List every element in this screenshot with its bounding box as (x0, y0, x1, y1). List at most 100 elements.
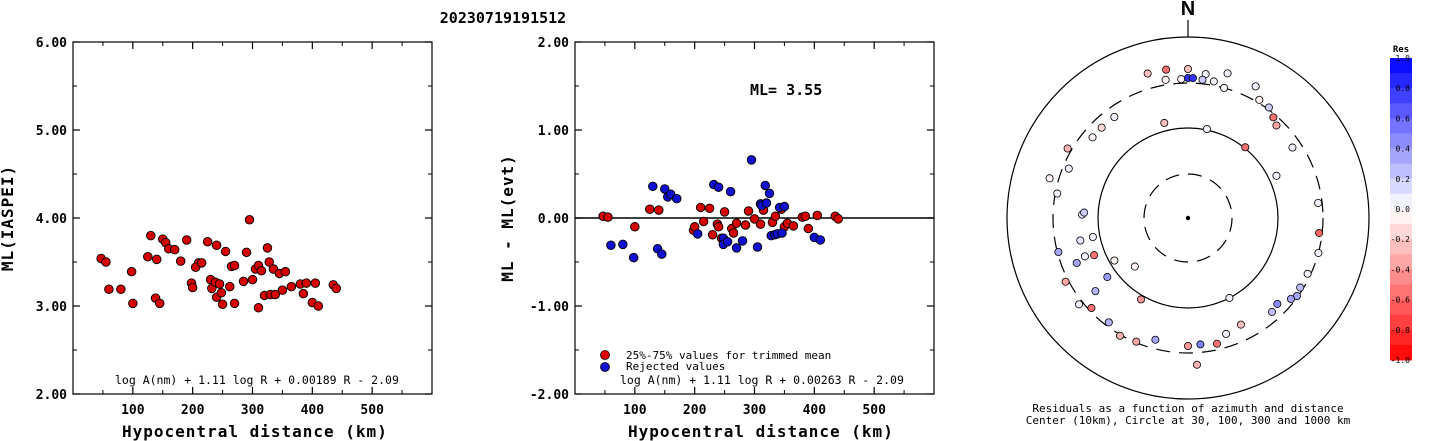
ring-1000km (1006, 36, 1370, 400)
station-point (1296, 283, 1305, 292)
station-point (1076, 236, 1085, 245)
trimmed-point (788, 221, 799, 231)
station-point (1054, 248, 1063, 257)
data-point (310, 278, 321, 288)
rejected-point (618, 239, 628, 250)
data-point (229, 260, 240, 271)
station-point (1162, 65, 1171, 74)
data-point (277, 285, 288, 295)
center-dot (1185, 215, 1191, 221)
colorbar-cell (1390, 88, 1412, 104)
station-point (1143, 69, 1152, 78)
data-point (152, 254, 162, 265)
trimmed-point (770, 211, 781, 221)
chart1-xtick-label: 300 (743, 403, 767, 418)
station-point (1080, 252, 1089, 261)
chart0-ytick-label: 5.00 (36, 124, 67, 139)
colorbar-cell (1390, 344, 1412, 361)
polar-caption-line1: Residuals as a function of azimuth and d… (1032, 402, 1343, 415)
ml-residual-chart: 100 200 300 400 500 -2.00 -1.00 0.00 1.00 2.00 ML… (498, 36, 935, 441)
station-point (1272, 121, 1281, 130)
north-label: N (1181, 0, 1195, 20)
station-point (1251, 82, 1260, 91)
data-point (187, 282, 198, 293)
colorbar-tick-label: 0.2 (1396, 175, 1411, 184)
rejected-point (779, 201, 790, 212)
colorbar-cells (1390, 58, 1412, 361)
colorbar-cell (1390, 178, 1412, 195)
trimmed-point (740, 220, 751, 230)
data-point (220, 246, 231, 257)
chart0-xtick-label: 400 (301, 403, 325, 418)
chart1-xtick-label: 500 (862, 403, 886, 418)
chart0-ytick-label: 4.00 (36, 212, 67, 227)
chart1-xtick-label: 200 (683, 403, 707, 418)
rejected-point (761, 198, 772, 208)
chart1-ytick-label: 2.00 (538, 36, 569, 51)
station-point (1075, 300, 1084, 309)
data-point (244, 215, 255, 225)
rejected-point (671, 193, 682, 204)
station-point (1198, 75, 1207, 84)
colorbar-title: Res (1393, 45, 1409, 55)
colorbar-cell (1390, 193, 1412, 210)
station-point (1188, 74, 1197, 83)
station-point (1222, 329, 1231, 338)
station-point (1045, 174, 1054, 183)
chart1-xtick-label: 400 (803, 403, 827, 418)
chart1-points (96, 215, 342, 313)
data-point (217, 299, 228, 309)
colorbar-cell (1390, 224, 1412, 240)
colorbar-tick-label: -1.0 (1391, 356, 1410, 365)
station-point (1196, 340, 1205, 349)
legend-trimmed-label: 25%-75% values for trimmed mean (626, 349, 831, 362)
station-point (1097, 123, 1106, 132)
colorbar-ticks: 1.0 0.8 0.6 0.4 0.2 0.0 -0.2 -0.4 -0.6 -0.8 -1.0 (1391, 54, 1410, 365)
chart2-formula: log A(nm) + 1.11 log R + 0.00263 R - 2.0… (620, 373, 904, 387)
data-point (298, 288, 309, 299)
station-point (1088, 233, 1097, 242)
station-point (1314, 248, 1323, 257)
station-point (1236, 320, 1245, 329)
colorbar-tick-label: 0.4 (1396, 145, 1411, 154)
station-point (1303, 269, 1312, 278)
colorbar-cell (1390, 314, 1412, 331)
chart2-ylabel: ML - ML(evt) (498, 154, 517, 282)
rejected-point (713, 182, 724, 192)
data-point (104, 284, 114, 295)
station-point (1273, 299, 1282, 308)
trimmed-point (749, 214, 760, 224)
trimmed-point (645, 204, 655, 214)
legend-rejected-label: Rejected values (626, 360, 725, 373)
data-point (331, 283, 342, 294)
colorbar-tick-label: 1.0 (1396, 54, 1411, 63)
station-point (1130, 262, 1139, 271)
trimmed-point (603, 212, 613, 222)
station-point (1160, 118, 1169, 127)
rejected-point (606, 240, 616, 251)
station-point (1110, 113, 1119, 122)
station-point (1072, 258, 1081, 267)
station-point (1151, 335, 1160, 344)
station-point (1110, 256, 1119, 265)
rejected-point (725, 186, 736, 197)
colorbar-tick-label: -0.2 (1391, 235, 1410, 244)
colorbar-cell (1390, 299, 1412, 316)
data-point (253, 303, 264, 313)
trimmed-point (803, 223, 814, 234)
data-point (313, 301, 324, 311)
ring-30km (1143, 173, 1233, 263)
station-point (1064, 164, 1073, 173)
legend-trimmed-marker (600, 350, 610, 360)
station-point (1264, 103, 1273, 112)
colorbar-cell (1390, 254, 1412, 270)
chart1-ylabel: ML(IASPEI) (0, 165, 17, 271)
station-point (1053, 189, 1062, 198)
station-point (1087, 304, 1096, 313)
colorbar-cell (1390, 329, 1412, 346)
data-point (211, 240, 222, 251)
trimmed-point (800, 211, 811, 221)
colorbar-cell (1390, 269, 1412, 285)
colorbar-cell (1390, 73, 1412, 89)
colorbar-cell (1390, 284, 1412, 301)
